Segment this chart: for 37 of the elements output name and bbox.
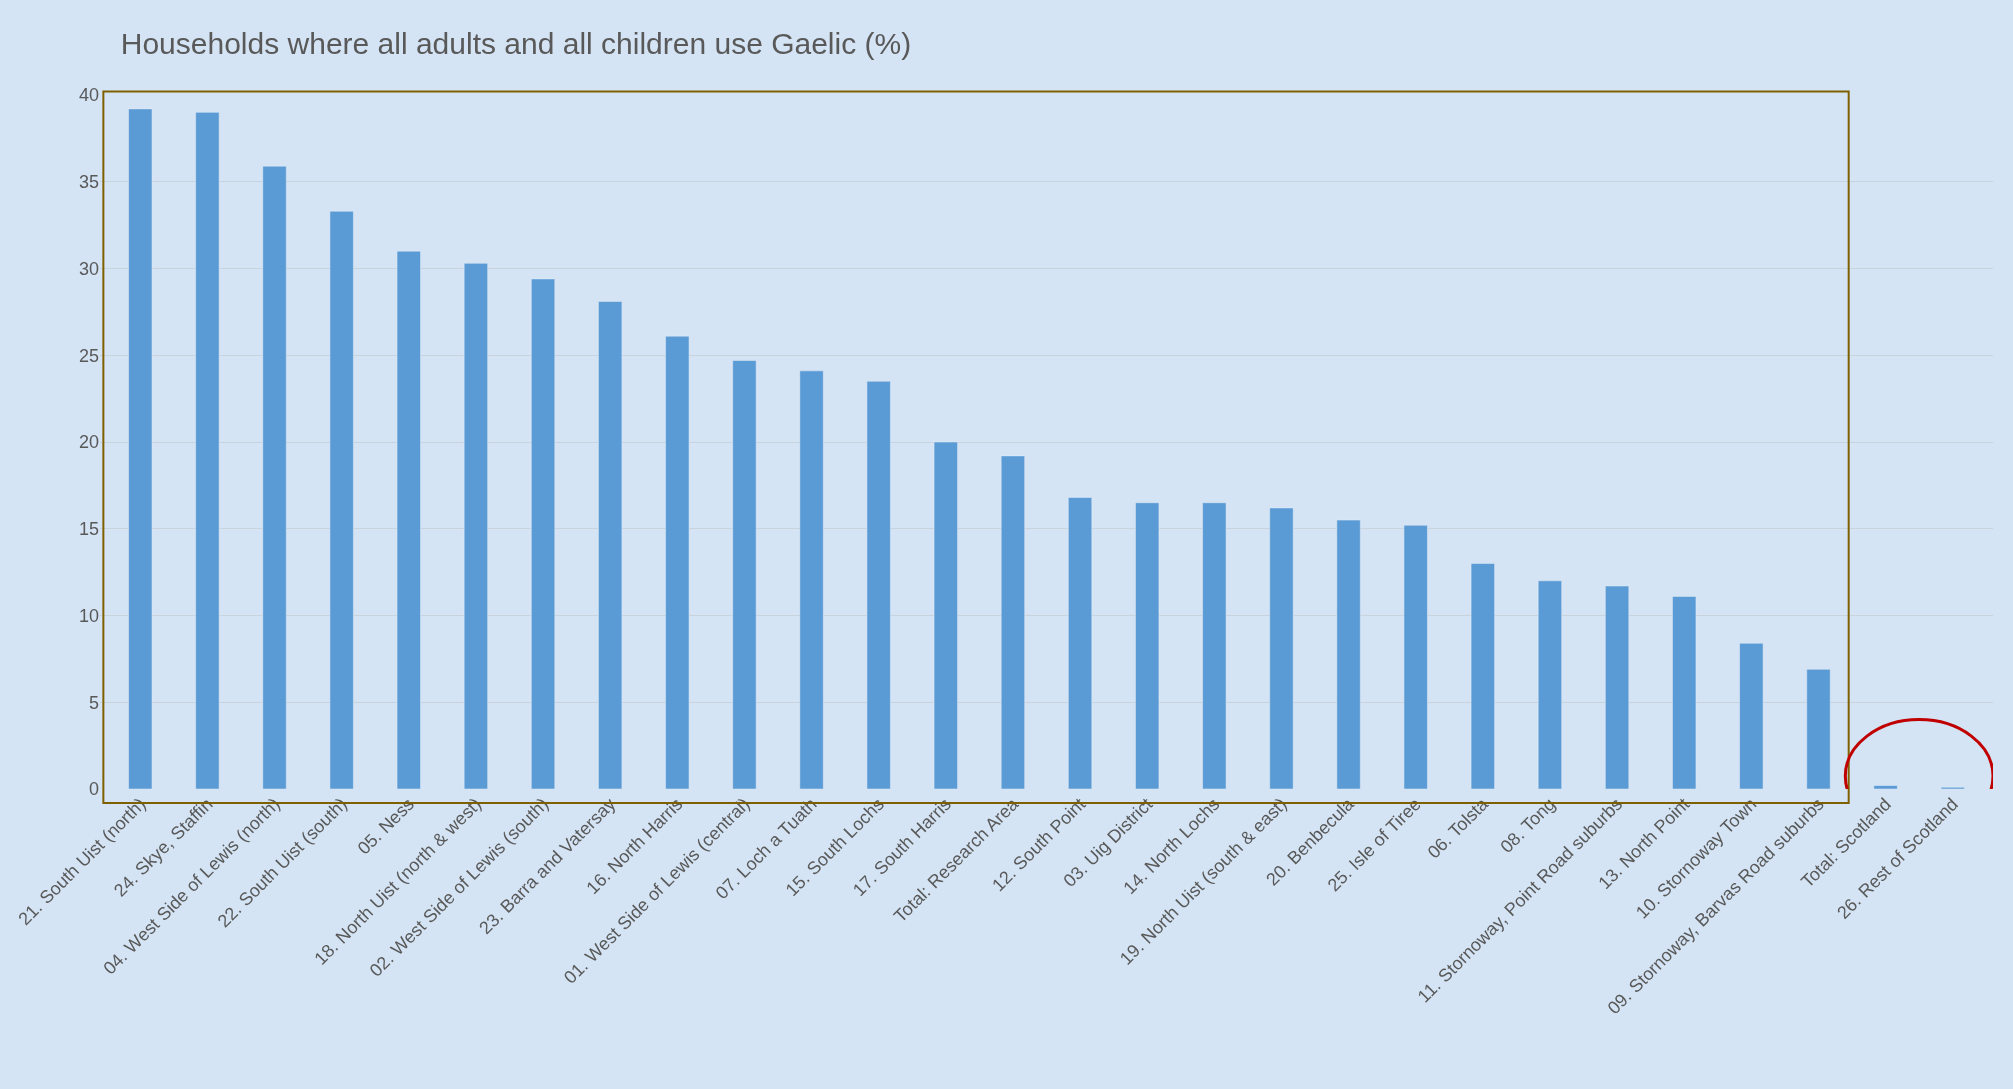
- bar: [396, 250, 421, 789]
- bar: [1739, 643, 1764, 789]
- bar: [799, 370, 824, 789]
- bar: [329, 211, 354, 789]
- y-tick-label: 5: [88, 692, 99, 713]
- bar: [1000, 455, 1025, 789]
- bar: [1202, 502, 1227, 789]
- y-tick-label: 30: [78, 258, 99, 279]
- bar: [598, 301, 623, 789]
- bar: [531, 278, 556, 789]
- bar: [463, 263, 488, 789]
- bar: [1269, 507, 1294, 789]
- bar: [1470, 563, 1495, 789]
- bar: [933, 441, 958, 789]
- y-tick-label: 0: [88, 779, 99, 800]
- y-tick-label: 10: [78, 605, 99, 626]
- bar: [732, 360, 757, 789]
- bar: [1135, 502, 1160, 789]
- bar: [1537, 580, 1562, 789]
- bar: [1403, 525, 1428, 789]
- bar: [1068, 497, 1093, 789]
- bar: [866, 381, 891, 789]
- bar: [195, 112, 220, 789]
- y-tick-label: 15: [78, 519, 99, 540]
- bar: [1336, 519, 1361, 789]
- chart-title: Households where all adults and all children use Gaelic (%): [120, 26, 912, 60]
- bar: [665, 335, 690, 789]
- bar: [1605, 585, 1630, 789]
- y-tick-label: 20: [78, 432, 99, 453]
- bar: [262, 165, 287, 789]
- bar: [128, 108, 153, 789]
- y-tick-label: 35: [78, 172, 99, 193]
- y-tick-label: 25: [78, 345, 99, 366]
- y-tick-label: 40: [78, 85, 99, 106]
- bar: [1873, 785, 1898, 789]
- bar: [1806, 669, 1831, 789]
- bar: [1672, 596, 1697, 789]
